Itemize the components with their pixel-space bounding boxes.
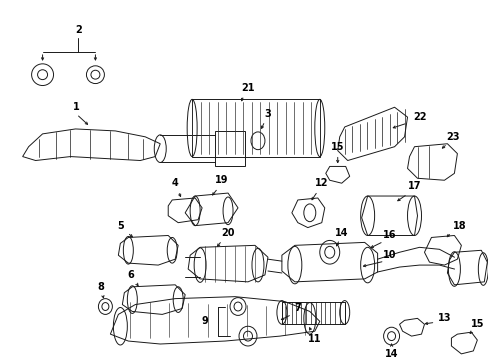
Text: 22: 22: [412, 112, 426, 122]
Text: 14: 14: [384, 349, 398, 359]
Text: 8: 8: [97, 282, 103, 292]
Text: 19: 19: [215, 175, 228, 185]
Text: 15: 15: [469, 319, 483, 329]
Text: 23: 23: [446, 132, 459, 142]
Text: 3: 3: [264, 109, 271, 119]
Text: 4: 4: [171, 178, 178, 188]
Text: 9: 9: [202, 316, 208, 326]
Text: 6: 6: [127, 270, 133, 280]
Text: 17: 17: [407, 181, 420, 191]
Text: 14: 14: [334, 228, 348, 238]
Text: 1: 1: [73, 102, 80, 112]
Text: 12: 12: [314, 178, 328, 188]
Text: 11: 11: [307, 334, 321, 344]
Text: 16: 16: [382, 230, 396, 240]
Text: 18: 18: [452, 221, 465, 231]
Text: 15: 15: [330, 142, 344, 152]
Text: 7: 7: [294, 303, 301, 314]
Text: 20: 20: [221, 228, 234, 238]
Text: 13: 13: [437, 313, 450, 323]
Text: 21: 21: [241, 82, 254, 93]
Text: 10: 10: [382, 250, 396, 260]
Text: 5: 5: [117, 221, 123, 231]
Text: 2: 2: [75, 25, 81, 35]
